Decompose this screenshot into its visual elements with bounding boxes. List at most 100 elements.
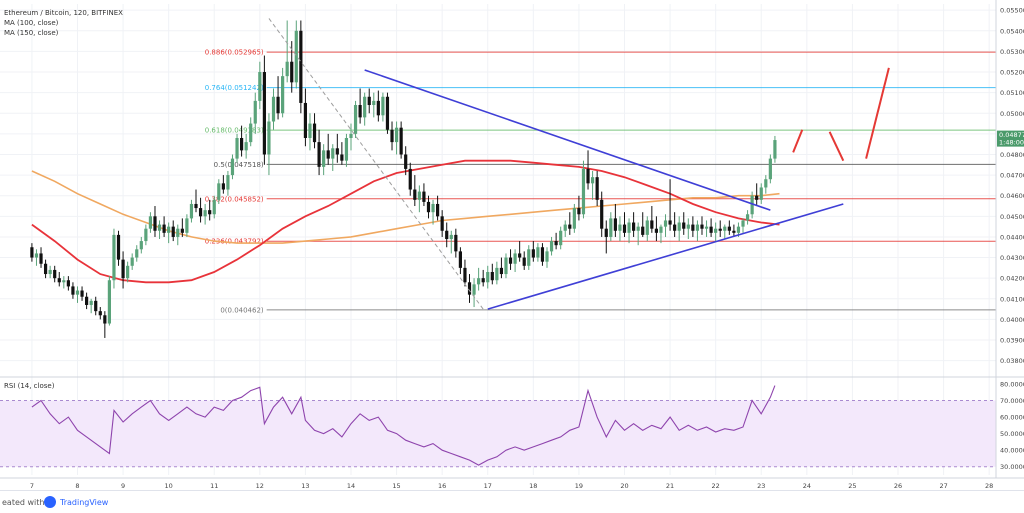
- candle-body: [189, 203, 194, 219]
- candle-body: [399, 127, 403, 155]
- candle-body: [595, 177, 599, 200]
- candle-body: [281, 76, 285, 114]
- candle-body: [422, 191, 426, 202]
- candle-body: [536, 247, 540, 258]
- candle-body: [654, 228, 659, 233]
- candle-body: [331, 148, 335, 159]
- candle-body: [176, 228, 180, 237]
- rsi-tick-label: 80.0000: [1000, 380, 1024, 388]
- time-tick-label: 14: [347, 482, 355, 490]
- candle-body: [486, 271, 490, 283]
- candle-body: [75, 290, 80, 295]
- candle-body: [613, 218, 617, 231]
- candle-body: [764, 179, 768, 188]
- candle-body: [404, 154, 408, 169]
- candle-body: [43, 263, 48, 275]
- projection-segment: [792, 129, 804, 153]
- candle-body: [495, 267, 499, 281]
- candle-body: [645, 220, 649, 235]
- candle-body: [773, 140, 777, 159]
- candle-body: [445, 230, 449, 240]
- candle-body: [294, 30, 298, 83]
- candle-body: [673, 224, 677, 231]
- candle-body: [153, 216, 157, 231]
- candle-body: [477, 278, 481, 285]
- candle-body: [30, 247, 34, 258]
- candle-body: [577, 208, 581, 215]
- candle-body: [691, 224, 695, 231]
- candle-body: [198, 208, 203, 217]
- candle-body: [650, 220, 654, 229]
- candle-body: [522, 257, 526, 266]
- candle-body: [394, 127, 399, 143]
- rsi-line: [31, 385, 776, 466]
- candle-body: [499, 267, 504, 275]
- candle-body: [217, 183, 221, 200]
- candle-body: [741, 220, 745, 227]
- candle-body: [344, 137, 349, 161]
- candle-body: [545, 251, 549, 262]
- candle-body: [490, 271, 494, 281]
- fib-level-label: 0.618(0.049183): [205, 127, 264, 135]
- candle-body: [440, 216, 444, 231]
- candle-body: [472, 284, 476, 295]
- candle-body: [180, 228, 184, 233]
- candle-body: [244, 142, 248, 151]
- candle-body: [312, 123, 317, 143]
- last-price-value: 0.04877: [999, 131, 1024, 139]
- candle-body: [121, 259, 125, 279]
- candle-body: [258, 72, 262, 101]
- rsi-tick-label: 70.0000: [1000, 397, 1024, 405]
- candle-body: [303, 102, 308, 138]
- candle-body: [700, 224, 704, 229]
- candle-body: [704, 226, 709, 229]
- candle-body: [98, 311, 102, 316]
- last-price-badge: [997, 130, 1024, 147]
- candle-body: [376, 100, 380, 116]
- rsi-band-fill: [0, 400, 996, 467]
- tradingview-link[interactable]: TradingView: [60, 498, 109, 507]
- time-tick-label: 11: [210, 482, 218, 490]
- fib-level-label: 0.5(0.047518): [214, 161, 264, 169]
- candle-body: [80, 290, 84, 297]
- candle-body: [663, 220, 668, 227]
- candle-body: [39, 253, 43, 264]
- candle-body: [727, 226, 731, 231]
- candle-body: [458, 251, 462, 268]
- candle-body: [290, 61, 294, 83]
- candle-body: [130, 257, 134, 266]
- candle-body: [622, 224, 627, 233]
- candle-body: [94, 300, 98, 312]
- candle-body: [540, 247, 545, 262]
- candle-body: [66, 280, 70, 287]
- candle-body: [212, 199, 216, 215]
- time-tick-label: 25: [848, 482, 856, 490]
- candle-body: [723, 226, 727, 231]
- fibonacci-levels: 0.886(0.052965) 0.764(0.051242) 0.618(0.04…: [205, 49, 996, 314]
- candle-body: [326, 150, 330, 159]
- candle-body: [162, 224, 166, 233]
- candle-body: [481, 278, 485, 283]
- candle-body: [322, 150, 326, 167]
- time-tick-label: 19: [575, 482, 583, 490]
- candle-body: [504, 257, 508, 275]
- candle-body: [390, 129, 394, 143]
- rsi-pane: RSI (14, close): [0, 382, 996, 468]
- time-tick-label: 28: [985, 482, 993, 490]
- candle-body: [253, 100, 257, 124]
- candle-body: [554, 241, 558, 246]
- footer-prefix: eated with: [2, 498, 45, 507]
- candle-body: [586, 168, 590, 184]
- candle-body: [641, 226, 645, 235]
- time-tick-label: 7: [30, 482, 34, 490]
- candle-body: [686, 224, 690, 229]
- price-chart[interactable]: 0.886(0.052965) 0.764(0.051242) 0.618(0.04…: [0, 0, 1024, 490]
